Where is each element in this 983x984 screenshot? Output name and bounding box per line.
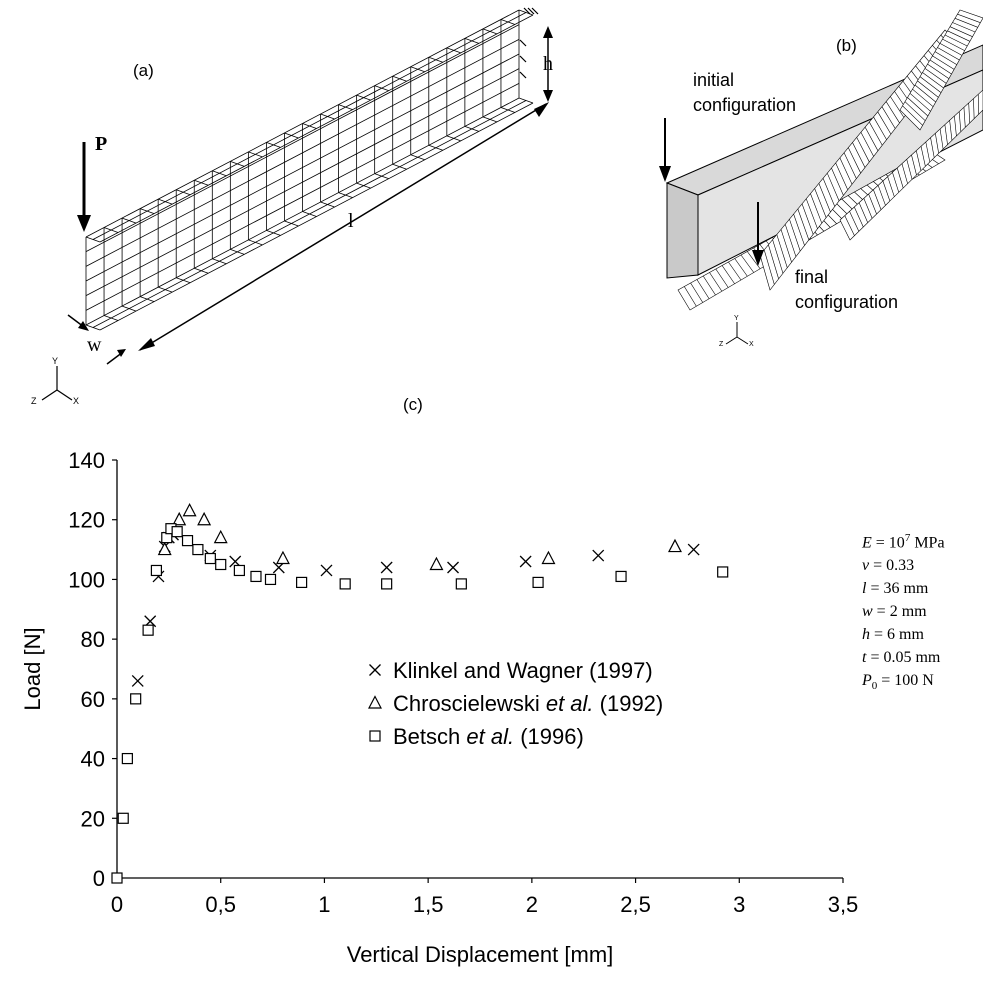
panel-a-label: (a) <box>133 61 154 80</box>
data-point-x <box>519 555 532 568</box>
data-point-square <box>130 693 142 705</box>
load-displacement-chart: 0 20 40 60 80 100 120 140 0 0,5 1 1,5 2 2,5 3 3,5 Vertic… <box>20 448 858 967</box>
panel-c-label: (c) <box>403 395 423 414</box>
y-tick-label: 80 <box>81 627 105 652</box>
data-point-square <box>381 578 393 590</box>
data-point-triangle <box>197 511 212 526</box>
triad-a-z: Z <box>31 396 37 406</box>
data-point-square <box>142 624 154 636</box>
y-tick-label: 100 <box>68 567 105 592</box>
x-tick-label: 2 <box>526 892 538 917</box>
final-configuration-label: final configuration <box>795 267 899 312</box>
data-point-x <box>592 549 605 562</box>
data-point-triangle <box>275 550 290 565</box>
y-tick-label: 20 <box>81 806 105 831</box>
data-point-square <box>615 570 627 583</box>
parameter-row: E = 107 MPa <box>862 532 945 552</box>
data-point-triangle <box>182 502 197 517</box>
data-point-x <box>131 674 144 687</box>
triad-b-x: X <box>749 341 754 348</box>
series-square <box>111 523 729 884</box>
parameter-row: P0 = 100 N <box>862 672 934 693</box>
data-point-square <box>171 526 183 538</box>
data-point-square <box>121 752 133 765</box>
legend-marker-x <box>369 664 381 676</box>
dim-label-h: h <box>543 53 553 75</box>
panel-b-label: (b) <box>836 36 857 55</box>
legend-label: Betsch et al. (1996) <box>393 724 584 749</box>
data-point-triangle <box>157 541 172 556</box>
legend-marker-square <box>369 730 381 742</box>
data-point-square <box>204 552 216 565</box>
data-point-square <box>117 812 129 824</box>
data-point-square <box>339 578 351 590</box>
y-tick-label: 40 <box>81 747 105 772</box>
data-point-x <box>380 561 393 574</box>
triad-b-y: Y <box>734 315 739 322</box>
data-point-square <box>181 535 194 547</box>
triad-b-z: Z <box>719 341 724 348</box>
initial-web <box>666 182 699 279</box>
triad-a-x: X <box>73 396 79 406</box>
x-axis-label: Vertical Displacement [mm] <box>347 942 614 967</box>
data-point-square <box>532 576 544 589</box>
data-point-square <box>455 578 467 590</box>
x-tick-label: 1,5 <box>413 892 444 917</box>
data-point-square <box>111 872 123 884</box>
data-point-triangle <box>172 511 187 526</box>
triad-a-y: Y <box>52 356 58 366</box>
series-triangle <box>157 502 682 571</box>
dim-l-line <box>139 103 547 351</box>
final-config-mesh <box>677 9 983 311</box>
legend-label: Klinkel and Wagner (1997) <box>393 658 653 683</box>
panel-b-deformation-drawing: Y Z X <box>659 9 983 348</box>
data-point-triangle <box>667 538 682 553</box>
y-tick-label: 0 <box>93 866 105 891</box>
data-point-square <box>264 573 277 586</box>
y-axis-label: Load [N] <box>20 627 45 710</box>
data-point-square <box>150 564 163 577</box>
chart-axes: 0 20 40 60 80 100 120 140 0 0,5 1 1,5 2 2,5 3 3,5 Vertic… <box>20 448 858 967</box>
data-point-square <box>250 570 262 583</box>
data-point-triangle <box>213 529 228 544</box>
parameter-row: w = 2 mm <box>862 603 927 621</box>
parameter-row: ν = 0.33 <box>862 557 915 575</box>
x-tick-label: 1 <box>318 892 330 917</box>
axes-triad-b <box>725 322 749 345</box>
data-point-x <box>447 561 459 574</box>
x-tick-label: 2,5 <box>620 892 651 917</box>
load-label-p: P <box>95 133 108 155</box>
parameter-row: t = 0.05 mm <box>862 649 941 667</box>
data-point-triangle <box>429 556 444 571</box>
fixed-support-hatch <box>519 7 539 79</box>
parameter-list: E = 107 MPa ν = 0.33 l = 36 mm w = 2 mm h = … <box>862 527 945 699</box>
data-point-triangle <box>541 550 556 565</box>
x-tick-label: 3 <box>733 892 745 917</box>
y-tick-label: 120 <box>68 508 105 533</box>
dim-label-w: w <box>87 334 102 356</box>
x-tick-label: 3,5 <box>828 892 859 917</box>
parameter-row: h = 6 mm <box>862 626 924 644</box>
data-point-x <box>687 543 700 556</box>
initial-configuration-label: initial configuration <box>693 70 797 115</box>
chart-marks <box>111 502 729 884</box>
x-tick-label: 0 <box>111 892 123 917</box>
y-tick-label: 140 <box>68 448 105 473</box>
beam-mesh <box>85 9 534 331</box>
data-point-square <box>215 558 227 571</box>
data-point-square <box>296 576 308 589</box>
dim-label-l: l <box>348 210 354 232</box>
parameter-row: l = 36 mm <box>862 580 929 598</box>
y-tick-label: 60 <box>81 687 105 712</box>
legend-marker-triangle <box>368 695 382 709</box>
legend-label: Chroscielewski et al. (1992) <box>393 691 663 716</box>
chart-legend: Klinkel and Wagner (1997) Chroscielewski … <box>368 658 663 749</box>
x-tick-label: 0,5 <box>205 892 236 917</box>
data-point-square <box>717 566 729 578</box>
data-point-square <box>192 543 204 556</box>
panel-a-beam-drawing: Y Z X <box>31 7 553 406</box>
data-point-square <box>233 564 245 577</box>
axes-triad-a <box>41 366 73 401</box>
data-point-x <box>320 564 333 577</box>
